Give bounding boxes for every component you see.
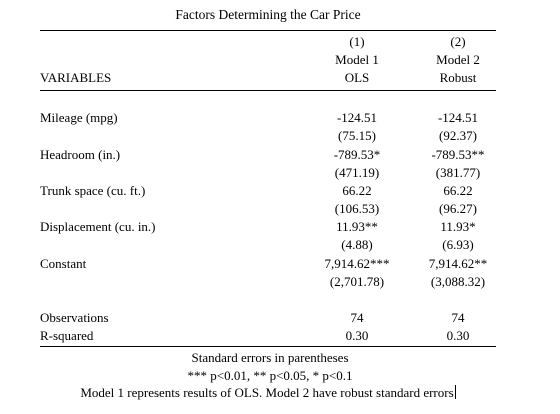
- table-note-models-text: Model 1 represents results of OLS. Model…: [80, 385, 454, 400]
- model1-standard-error: (4.88): [341, 237, 373, 252]
- header-row-numbers: (1) (2): [40, 33, 496, 51]
- model1-coefficient: 66.22: [342, 183, 372, 198]
- table-row: Mileage (mpg) -124.51 -124.51: [40, 109, 496, 127]
- model2-standard-error: (92.37): [439, 128, 477, 143]
- text-cursor: [454, 385, 456, 399]
- model1-coefficient: 11.93**: [336, 219, 378, 234]
- top-rule: [40, 30, 496, 31]
- model2-coefficient: -124.51: [437, 110, 479, 125]
- table-row-se: (106.53) (96.27): [40, 200, 496, 218]
- model2-standard-error: (381.77): [435, 165, 481, 180]
- row-label: Mileage (mpg): [40, 110, 118, 125]
- table-note-standard-errors: Standard errors in parentheses: [191, 350, 349, 365]
- row-label: Headroom (in.): [40, 147, 121, 162]
- model1-standard-error: (75.15): [338, 128, 376, 143]
- header-rule: [40, 90, 496, 91]
- model1-coefficient: -789.53*: [333, 147, 381, 162]
- model1-standard-error: (2,701.78): [329, 274, 385, 289]
- header-row-names: Model 1 Model 2: [40, 51, 496, 69]
- table-row-se: (4.88) (6.93): [40, 236, 496, 254]
- col2-name: Model 2: [436, 52, 480, 67]
- model2-standard-error: (6.93): [442, 237, 474, 252]
- variables-label: VARIABLES: [40, 70, 112, 85]
- row-label: Constant: [40, 256, 87, 271]
- model1-stat: 0.30: [345, 328, 369, 343]
- model1-standard-error: (106.53): [334, 201, 380, 216]
- stats-row: R-squared 0.30 0.30: [40, 327, 496, 345]
- table-note-models: Model 1 represents results of OLS. Model…: [0, 385, 548, 401]
- model1-coefficient: 7,914.62***: [324, 256, 390, 271]
- model2-standard-error: (3,088.32): [430, 274, 486, 289]
- table-note-significance: *** p<0.01, ** p<0.05, * p<0.1: [187, 368, 353, 383]
- bottom-rule: [40, 346, 496, 347]
- model2-coefficient: 66.22: [443, 183, 473, 198]
- model2-stat: 74: [451, 310, 465, 325]
- col1-method: OLS: [344, 70, 370, 85]
- model2-coefficient: -789.53**: [431, 147, 485, 162]
- model1-standard-error: (471.19): [334, 165, 380, 180]
- table-title: Factors Determining the Car Price: [175, 7, 361, 22]
- col2-number: (2): [450, 34, 466, 49]
- col2-method: Robust: [439, 70, 477, 85]
- table-row-se: (75.15) (92.37): [40, 127, 496, 145]
- col1-name: Model 1: [335, 52, 379, 67]
- row-label: Displacement (cu. in.): [40, 219, 156, 234]
- table-row: Displacement (cu. in.) 11.93** 11.93*: [40, 218, 496, 236]
- table-row: Headroom (in.) -789.53* -789.53**: [40, 146, 496, 164]
- table-row-se: (2,701.78) (3,088.32): [40, 273, 496, 291]
- model2-standard-error: (96.27): [439, 201, 477, 216]
- stats-row: Observations 74 74: [40, 309, 496, 327]
- model2-coefficient: 11.93*: [440, 219, 476, 234]
- model1-coefficient: -124.51: [336, 110, 378, 125]
- model2-coefficient: 7,914.62**: [428, 256, 488, 271]
- header-row-methods: VARIABLES OLS Robust: [40, 69, 496, 87]
- stat-label: R-squared: [40, 328, 94, 343]
- row-label: Trunk space (cu. ft.): [40, 183, 146, 198]
- table-row: Trunk space (cu. ft.) 66.22 66.22: [40, 182, 496, 200]
- table-row: Constant 7,914.62*** 7,914.62**: [40, 255, 496, 273]
- col1-number: (1): [349, 34, 365, 49]
- model1-stat: 74: [350, 310, 364, 325]
- stat-label: Observations: [40, 310, 109, 325]
- model2-stat: 0.30: [446, 328, 470, 343]
- table-row-se: (471.19) (381.77): [40, 164, 496, 182]
